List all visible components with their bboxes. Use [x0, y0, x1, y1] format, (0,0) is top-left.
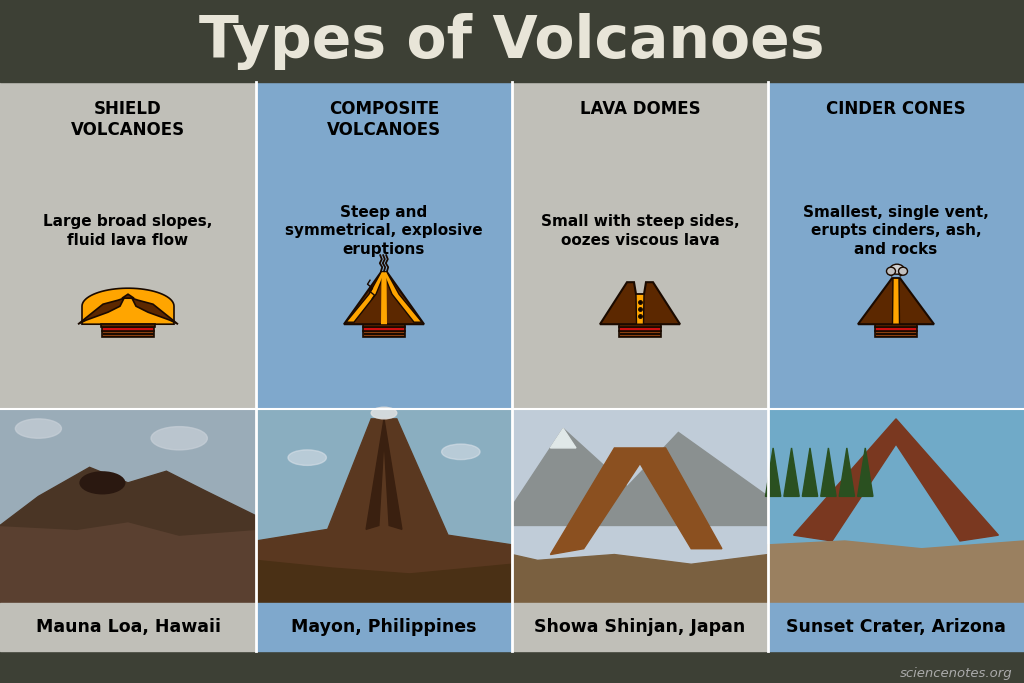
- Polygon shape: [346, 273, 385, 322]
- Bar: [512, 409, 768, 651]
- Bar: [0, 82, 256, 409]
- Polygon shape: [362, 324, 406, 327]
- Bar: [256, 409, 512, 651]
- Polygon shape: [618, 331, 662, 337]
- Ellipse shape: [887, 267, 896, 275]
- Polygon shape: [0, 467, 256, 535]
- Polygon shape: [618, 327, 662, 331]
- Polygon shape: [636, 294, 644, 324]
- Bar: [256, 409, 512, 603]
- Polygon shape: [367, 419, 401, 529]
- Bar: [0, 603, 256, 651]
- Bar: [0, 409, 256, 651]
- Bar: [512, 409, 768, 603]
- Bar: [0, 651, 1024, 683]
- Polygon shape: [802, 448, 817, 497]
- Ellipse shape: [15, 419, 61, 438]
- Text: sciencenotes.org: sciencenotes.org: [899, 667, 1012, 680]
- Ellipse shape: [371, 407, 397, 419]
- Polygon shape: [765, 448, 780, 497]
- Polygon shape: [874, 331, 918, 337]
- Text: Smallest, single vent,
erupts cinders, ash,
and rocks: Smallest, single vent, erupts cinders, a…: [803, 205, 989, 257]
- Polygon shape: [618, 324, 662, 327]
- Ellipse shape: [441, 444, 480, 460]
- Bar: [0, 409, 256, 603]
- Text: Sunset Crater, Arizona: Sunset Crater, Arizona: [786, 618, 1006, 636]
- Polygon shape: [839, 448, 854, 497]
- Polygon shape: [122, 294, 134, 298]
- Polygon shape: [78, 298, 124, 324]
- Ellipse shape: [898, 267, 907, 275]
- Polygon shape: [132, 298, 178, 324]
- Polygon shape: [783, 448, 799, 497]
- Text: Mayon, Philippines: Mayon, Philippines: [291, 618, 477, 636]
- Ellipse shape: [890, 264, 904, 274]
- Polygon shape: [874, 324, 918, 327]
- Polygon shape: [383, 273, 422, 322]
- Bar: [0, 0, 1024, 82]
- Polygon shape: [362, 327, 406, 331]
- Polygon shape: [102, 327, 154, 331]
- Text: Mauna Loa, Hawaii: Mauna Loa, Hawaii: [36, 618, 220, 636]
- Polygon shape: [794, 419, 998, 541]
- Polygon shape: [857, 448, 872, 497]
- Ellipse shape: [288, 450, 327, 465]
- Text: Showa Shinjan, Japan: Showa Shinjan, Japan: [535, 618, 745, 636]
- Polygon shape: [102, 331, 154, 337]
- Ellipse shape: [152, 427, 207, 450]
- Polygon shape: [821, 448, 836, 497]
- Bar: [768, 603, 1024, 651]
- Text: SHIELD
VOLCANOES: SHIELD VOLCANOES: [71, 100, 185, 139]
- Bar: [256, 82, 512, 409]
- Bar: [768, 409, 1024, 603]
- Bar: [512, 82, 768, 409]
- Text: Types of Volcanoes: Types of Volcanoes: [200, 12, 824, 70]
- Text: Small with steep sides,
oozes viscous lava: Small with steep sides, oozes viscous la…: [541, 214, 739, 248]
- Polygon shape: [551, 428, 575, 448]
- Polygon shape: [768, 541, 1024, 603]
- Bar: [768, 409, 1024, 651]
- Polygon shape: [551, 448, 722, 555]
- Polygon shape: [0, 522, 256, 603]
- Text: Large broad slopes,
fluid lava flow: Large broad slopes, fluid lava flow: [43, 214, 213, 248]
- Polygon shape: [874, 327, 918, 331]
- Polygon shape: [893, 278, 899, 324]
- Polygon shape: [858, 278, 934, 324]
- Text: Steep and
symmetrical, explosive
eruptions: Steep and symmetrical, explosive eruptio…: [286, 205, 482, 257]
- Polygon shape: [82, 288, 174, 324]
- Polygon shape: [362, 331, 406, 337]
- Bar: [256, 603, 512, 651]
- Polygon shape: [101, 324, 155, 327]
- Polygon shape: [256, 419, 512, 603]
- Polygon shape: [512, 555, 768, 603]
- Text: COMPOSITE
VOLCANOES: COMPOSITE VOLCANOES: [327, 100, 441, 139]
- Polygon shape: [600, 282, 680, 324]
- Text: CINDER CONES: CINDER CONES: [826, 100, 966, 118]
- Bar: [768, 82, 1024, 409]
- Polygon shape: [256, 560, 512, 603]
- Polygon shape: [381, 273, 387, 324]
- Polygon shape: [344, 273, 424, 324]
- Ellipse shape: [80, 471, 125, 494]
- Polygon shape: [512, 428, 768, 525]
- Bar: [512, 603, 768, 651]
- Text: LAVA DOMES: LAVA DOMES: [580, 100, 700, 118]
